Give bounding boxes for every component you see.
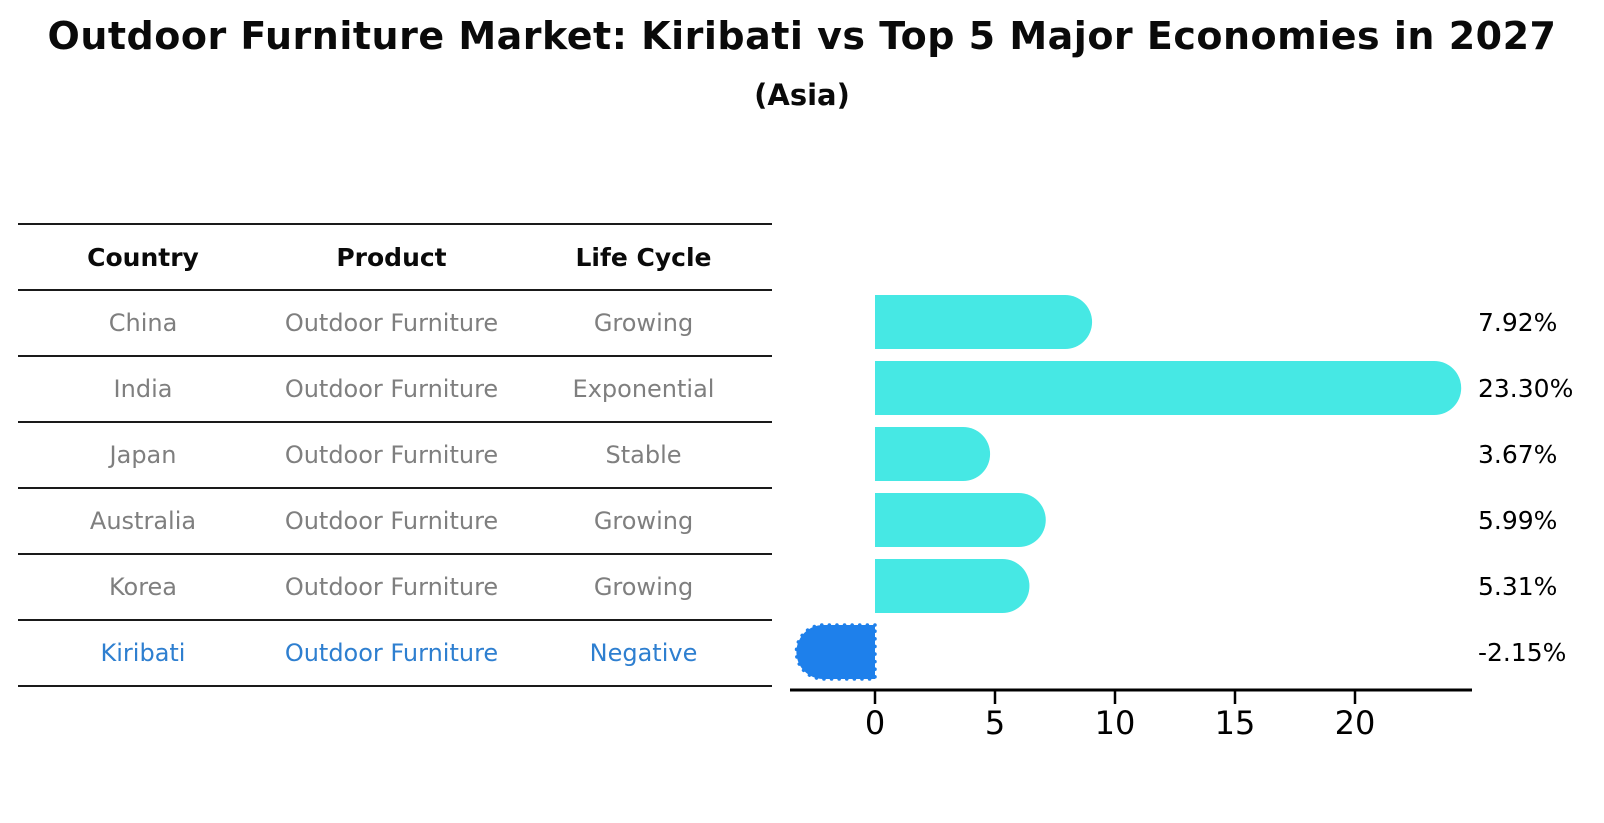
cell-country: Australia [89, 507, 197, 535]
bar-korea [875, 559, 1030, 613]
bar-india [875, 361, 1462, 415]
cell-life-cycle: Stable [605, 441, 682, 469]
x-axis-tick-label: 15 [1215, 704, 1256, 742]
x-axis-tick-label: 20 [1335, 704, 1376, 742]
table-row: Australia Outdoor Furniture Growing [18, 489, 772, 555]
bar-japan [875, 427, 991, 481]
x-axis-tick-label: 5 [985, 704, 1005, 742]
x-axis-tick-label: 0 [865, 704, 885, 742]
header-cell-life-cycle: Life Cycle [575, 242, 712, 272]
cell-product: Outdoor Furniture [284, 639, 499, 667]
bar-australia [875, 493, 1046, 547]
table-row: India Outdoor Furniture Exponential [18, 357, 772, 423]
bar-china [875, 295, 1093, 349]
value-label: 7.92% [1478, 308, 1557, 337]
chart-title: Outdoor Furniture Market: Kiribati vs To… [47, 14, 1557, 58]
summary-table: Country Product Life Cycle China Outdoor … [18, 223, 772, 687]
cell-country: Kiribati [100, 639, 186, 667]
cell-life-cycle: Growing [593, 573, 694, 601]
cell-product: Outdoor Furniture [284, 309, 499, 337]
value-label: 3.67% [1478, 440, 1557, 469]
table-header-row: Country Product Life Cycle [18, 225, 772, 291]
cell-life-cycle: Growing [593, 507, 694, 535]
header-cell-product: Product [336, 242, 447, 272]
bar-kiribati [794, 623, 877, 681]
cell-product: Outdoor Furniture [284, 573, 499, 601]
x-axis-tick-label: 10 [1095, 704, 1136, 742]
cell-life-cycle: Exponential [572, 375, 715, 403]
table-row: Kiribati Outdoor Furniture Negative [18, 621, 772, 687]
bar-chart-svg: 7.92% 23.30% 3.67% 5.99% 5.31% -2.15% 0 5 10 15 20 [790, 295, 1573, 742]
table-rows: China Outdoor Furniture Growing India Outdoo… [18, 291, 772, 687]
chart-subtitle: (Asia) [754, 78, 850, 112]
table-row: Japan Outdoor Furniture Stable [18, 423, 772, 489]
cell-life-cycle: Negative [589, 639, 698, 667]
value-label: 5.99% [1478, 506, 1557, 535]
cell-product: Outdoor Furniture [284, 441, 499, 469]
value-label: -2.15% [1478, 638, 1566, 667]
cell-product: Outdoor Furniture [284, 507, 499, 535]
cell-product: Outdoor Furniture [284, 375, 499, 403]
table-row: China Outdoor Furniture Growing [18, 291, 772, 357]
cell-country: Japan [109, 441, 177, 469]
header-cell-country: Country [87, 242, 199, 272]
value-label: 23.30% [1478, 374, 1573, 403]
cell-country: India [113, 375, 173, 403]
cell-country: China [108, 309, 178, 337]
cell-country: Korea [108, 573, 178, 601]
value-label: 5.31% [1478, 572, 1557, 601]
cell-life-cycle: Growing [593, 309, 694, 337]
table-row: Korea Outdoor Furniture Growing [18, 555, 772, 621]
